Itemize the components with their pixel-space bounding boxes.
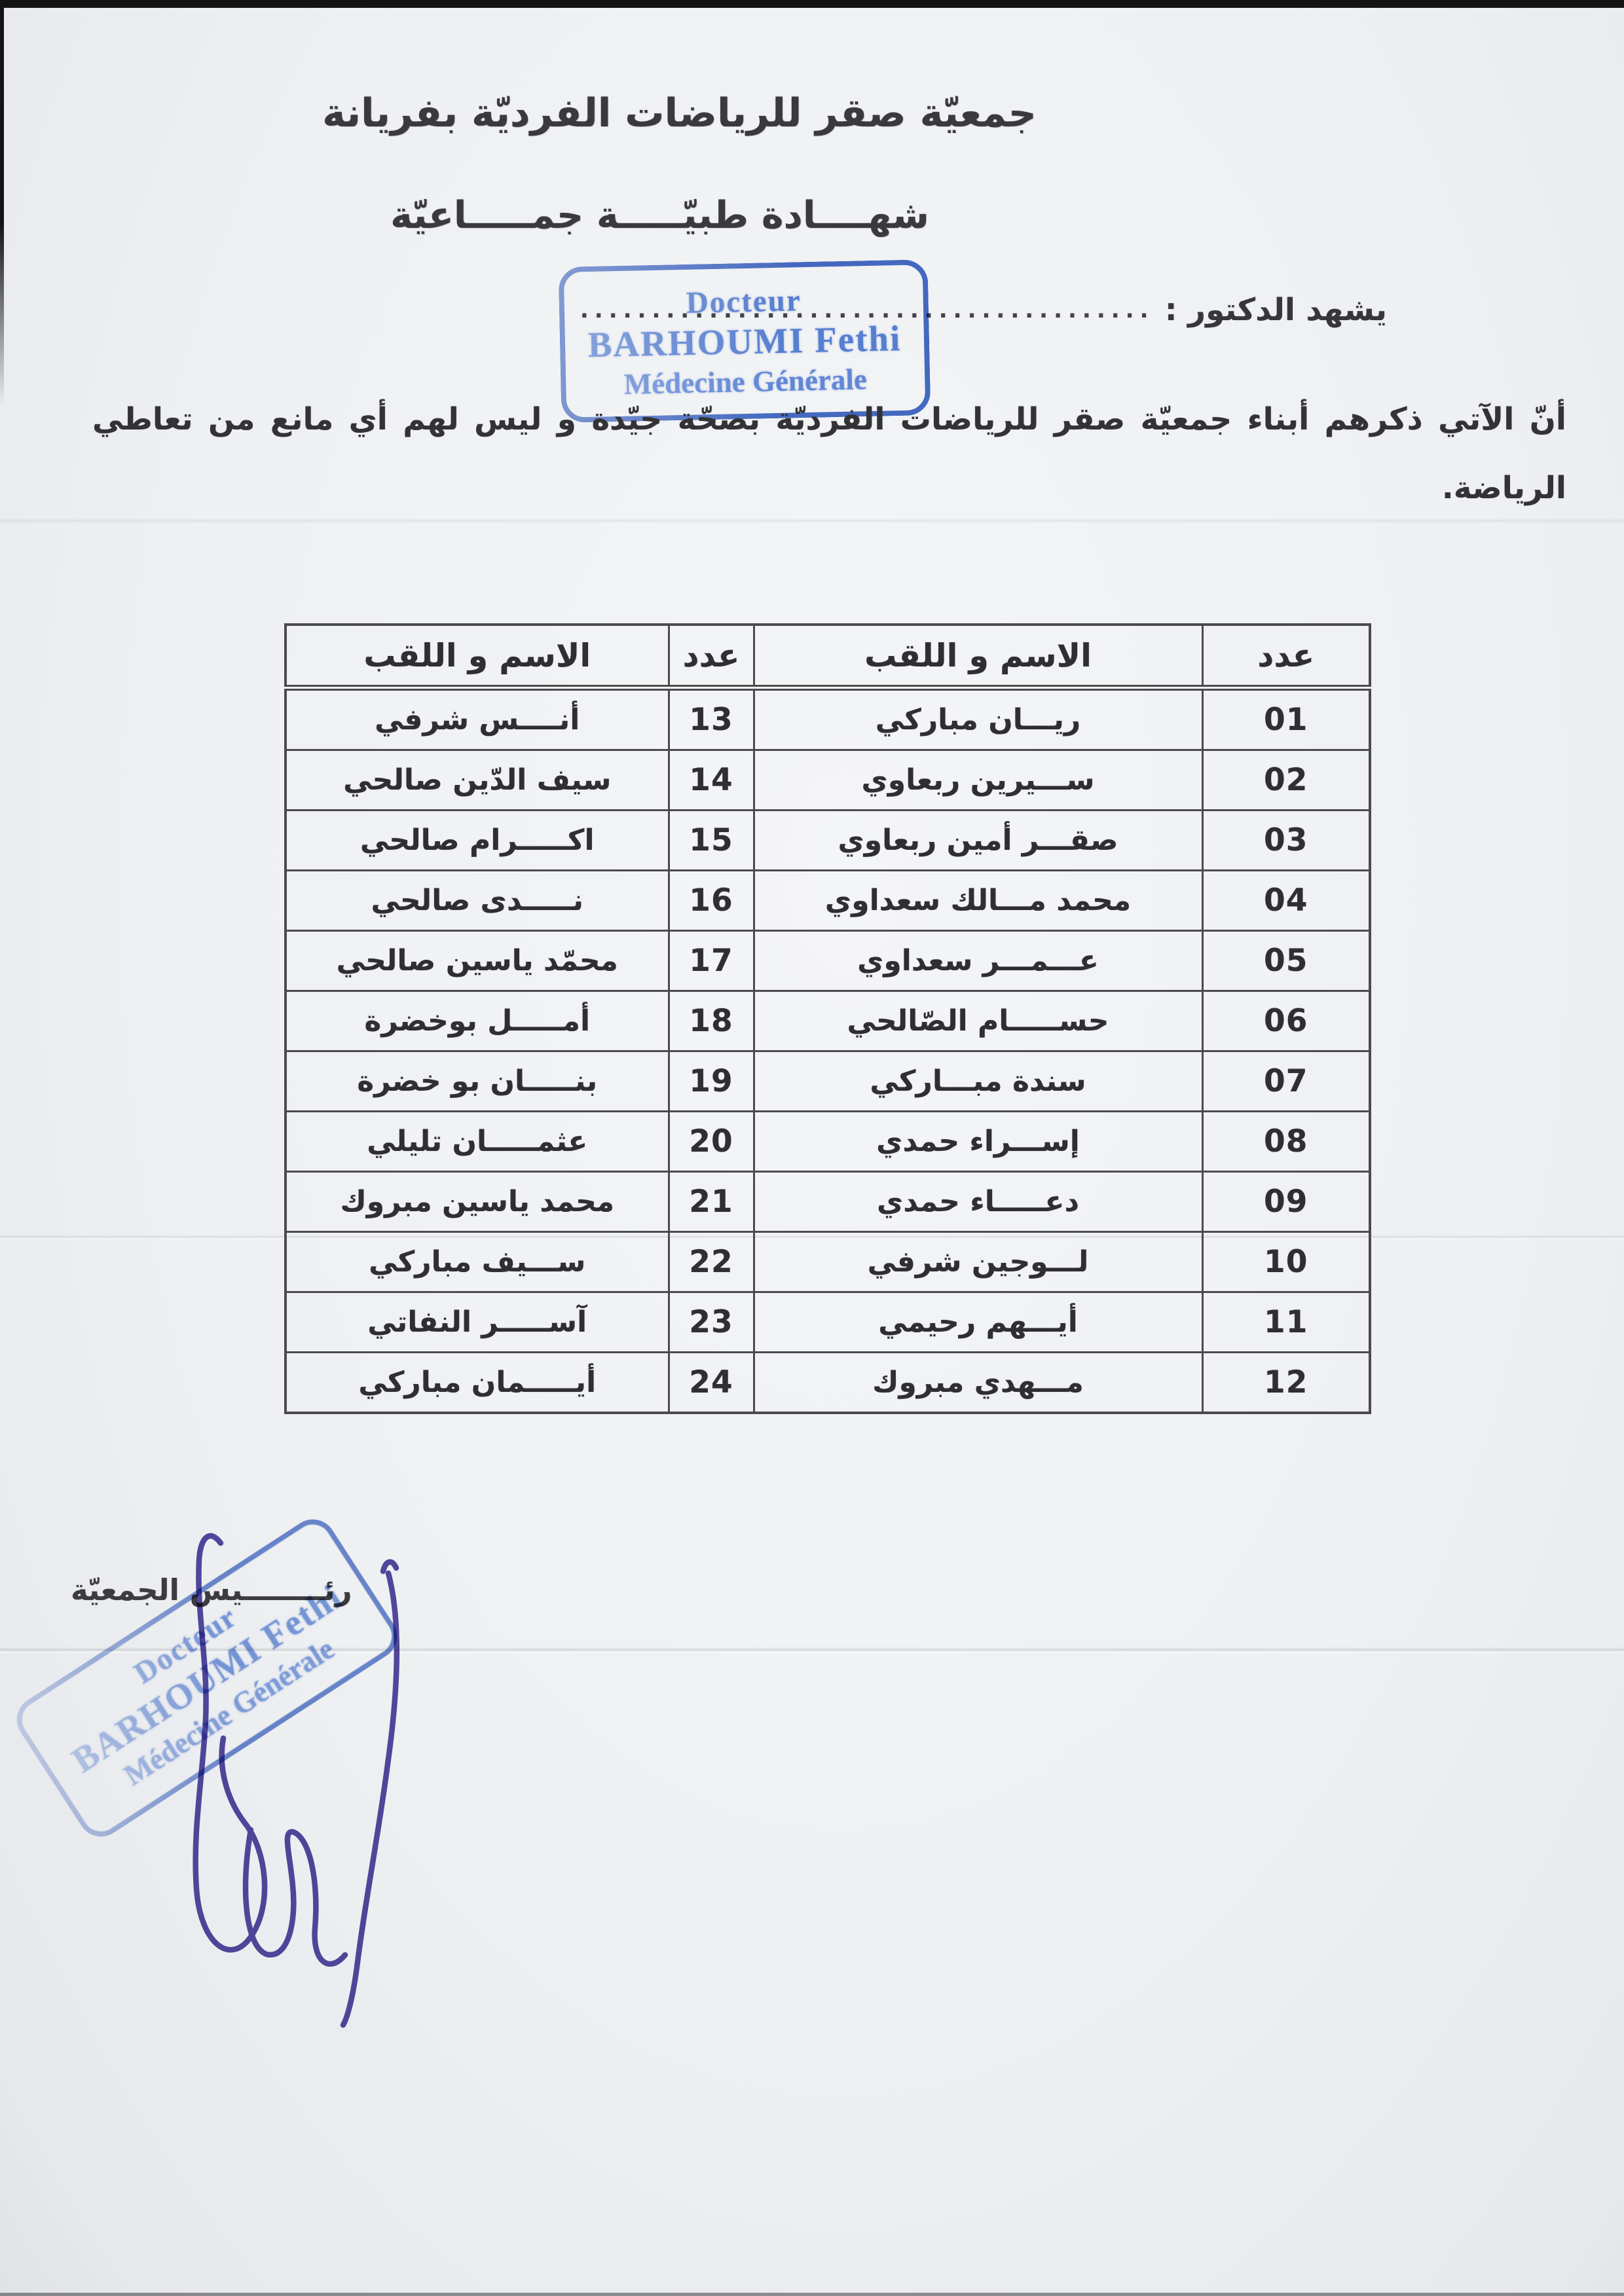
athletes-roster-table: عدد الاسم و اللقب عدد الاسم و اللقب 01 ر… xyxy=(284,623,1371,1414)
signature-stroke xyxy=(193,1533,268,1953)
president-label: رئــــــــيس الجمعيّة xyxy=(71,1573,352,1607)
doctor-name-dotted-line: ........................................ xyxy=(580,297,1154,323)
cell-num: 13 xyxy=(667,687,755,751)
cell-name: لـــوجين شرفي xyxy=(752,1231,1204,1293)
signature-stroke xyxy=(242,1827,348,1967)
cell-name: صقـــر أمين ربعاوي xyxy=(752,809,1204,871)
cell-num: 14 xyxy=(667,749,755,811)
cell-name: أمـــــل بوخضرة xyxy=(284,990,670,1052)
scan-edge-bottom xyxy=(0,2293,1624,2296)
cell-name: ســـيرين ربعاوي xyxy=(752,749,1204,811)
cell-num: 02 xyxy=(1201,749,1371,811)
cell-num: 24 xyxy=(667,1351,755,1414)
cell-name: عثمـــــان تليلي xyxy=(284,1110,670,1173)
header-number-left: عدد xyxy=(667,623,755,691)
table-row: 12 مـــهدي مبروك 24 أيـــــمان مباركي xyxy=(284,1351,1371,1414)
header-number-right: عدد xyxy=(1201,623,1371,691)
certificate-body: أنّ الآتي ذكرهم أبناء جمعيّة صقر للرياضا… xyxy=(60,385,1566,522)
cell-num: 07 xyxy=(1201,1050,1371,1112)
cell-name: حســـــام الصّالحي xyxy=(752,990,1204,1052)
cell-name: آســـــر النفاتي xyxy=(284,1291,670,1353)
cell-name: سيف الدّين صالحي xyxy=(284,749,670,811)
handwritten-signature xyxy=(193,1533,400,2028)
cell-name: ســـيف مباركي xyxy=(284,1231,670,1293)
table-row: 06 حســـــام الصّالحي 18 أمـــــل بوخضرة xyxy=(284,990,1371,1052)
cell-num: 15 xyxy=(667,809,755,871)
cell-name: نـــــدى صالحي xyxy=(284,869,670,932)
cell-num: 09 xyxy=(1201,1171,1371,1233)
table-row: 10 لـــوجين شرفي 22 ســـيف مباركي xyxy=(284,1231,1371,1293)
body-line-1: أنّ الآتي ذكرهم أبناء جمعيّة صقر للرياضا… xyxy=(92,401,1566,437)
table-row: 08 إســـراء حمدي 20 عثمـــــان تليلي xyxy=(284,1110,1371,1173)
table-row: 02 ســـيرين ربعاوي 14 سيف الدّين صالحي xyxy=(284,749,1371,811)
cell-num: 17 xyxy=(667,930,755,992)
scan-edge-top xyxy=(0,0,1624,8)
certificate-title: شهــــادة طبيّـــــة جمـــــاعيّة xyxy=(390,194,929,237)
table-row: 01 ريـــان مباركي 13 أنــــس شرفي xyxy=(284,687,1371,751)
cell-num: 11 xyxy=(1201,1291,1371,1353)
signature-stroke xyxy=(380,1559,399,1575)
table-row: 09 دعـــــاء حمدي 21 محمد ياسين مبروك xyxy=(284,1171,1371,1233)
cell-name: ريـــان مباركي xyxy=(752,687,1204,751)
cell-name: عـــمـــر سعداوي xyxy=(752,930,1204,992)
header-name-right: الاسم و اللقب xyxy=(752,623,1204,691)
header-name-left: الاسم و اللقب xyxy=(284,623,670,691)
cell-num: 04 xyxy=(1201,869,1371,932)
cell-num: 19 xyxy=(667,1050,755,1112)
cell-num: 23 xyxy=(667,1291,755,1353)
cell-name: محمد مـــالك سعداوي xyxy=(752,869,1204,932)
table-row: 05 عـــمـــر سعداوي 17 محمّد ياسين صالحي xyxy=(284,930,1371,992)
cell-num: 12 xyxy=(1201,1351,1371,1414)
cell-num: 20 xyxy=(667,1110,755,1173)
cell-num: 06 xyxy=(1201,990,1371,1052)
table-row: 11 أيـــهم رحيمي 23 آســـــر النفاتي xyxy=(284,1291,1371,1353)
association-title: جمعيّة صقر للرياضات الفرديّة بفريانة xyxy=(322,90,1037,136)
table-row: 03 صقـــر أمين ربعاوي 15 اكـــــرام صالح… xyxy=(284,809,1371,871)
signature-stroke xyxy=(340,1570,400,2028)
cell-name: اكـــــرام صالحي xyxy=(284,809,670,871)
body-line-2: الرياضة. xyxy=(1441,470,1566,506)
table-row: 07 سندة مبـــاركي 19 بنـــــان بو خضرة xyxy=(284,1050,1371,1112)
cell-name: أنــــس شرفي xyxy=(284,687,670,751)
cell-name: بنـــــان بو خضرة xyxy=(284,1050,670,1112)
table-row: 04 محمد مـــالك سعداوي 16 نـــــدى صالحي xyxy=(284,869,1371,932)
cell-num: 08 xyxy=(1201,1110,1371,1173)
cell-num: 01 xyxy=(1201,687,1371,751)
scan-edge-left xyxy=(0,0,4,406)
cell-num: 18 xyxy=(667,990,755,1052)
doctor-certify-line: يشهد الدكتور : .........................… xyxy=(580,292,1387,328)
cell-name: أيـــــمان مباركي xyxy=(284,1351,670,1414)
cell-name: محمّد ياسين صالحي xyxy=(284,930,670,992)
cell-num: 03 xyxy=(1201,809,1371,871)
cell-name: إســـراء حمدي xyxy=(752,1110,1204,1173)
cell-name: محمد ياسين مبروك xyxy=(284,1171,670,1233)
cell-num: 10 xyxy=(1201,1231,1371,1293)
table-header-row: عدد الاسم و اللقب عدد الاسم و اللقب xyxy=(284,623,1371,691)
cell-name: مـــهدي مبروك xyxy=(752,1351,1204,1414)
cell-num: 05 xyxy=(1201,930,1371,992)
stamp-title: Docteur xyxy=(686,283,802,320)
stamp-doctor-name: BARHOUMI Fethi xyxy=(587,318,902,365)
cell-num: 21 xyxy=(667,1171,755,1233)
cell-num: 16 xyxy=(667,869,755,932)
doctor-certify-label: يشهد الدكتور : xyxy=(1164,292,1387,328)
cell-name: دعـــــاء حمدي xyxy=(752,1171,1204,1233)
cell-num: 22 xyxy=(667,1231,755,1293)
cell-name: أيـــهم رحيمي xyxy=(752,1291,1204,1353)
cell-name: سندة مبـــاركي xyxy=(752,1050,1204,1112)
